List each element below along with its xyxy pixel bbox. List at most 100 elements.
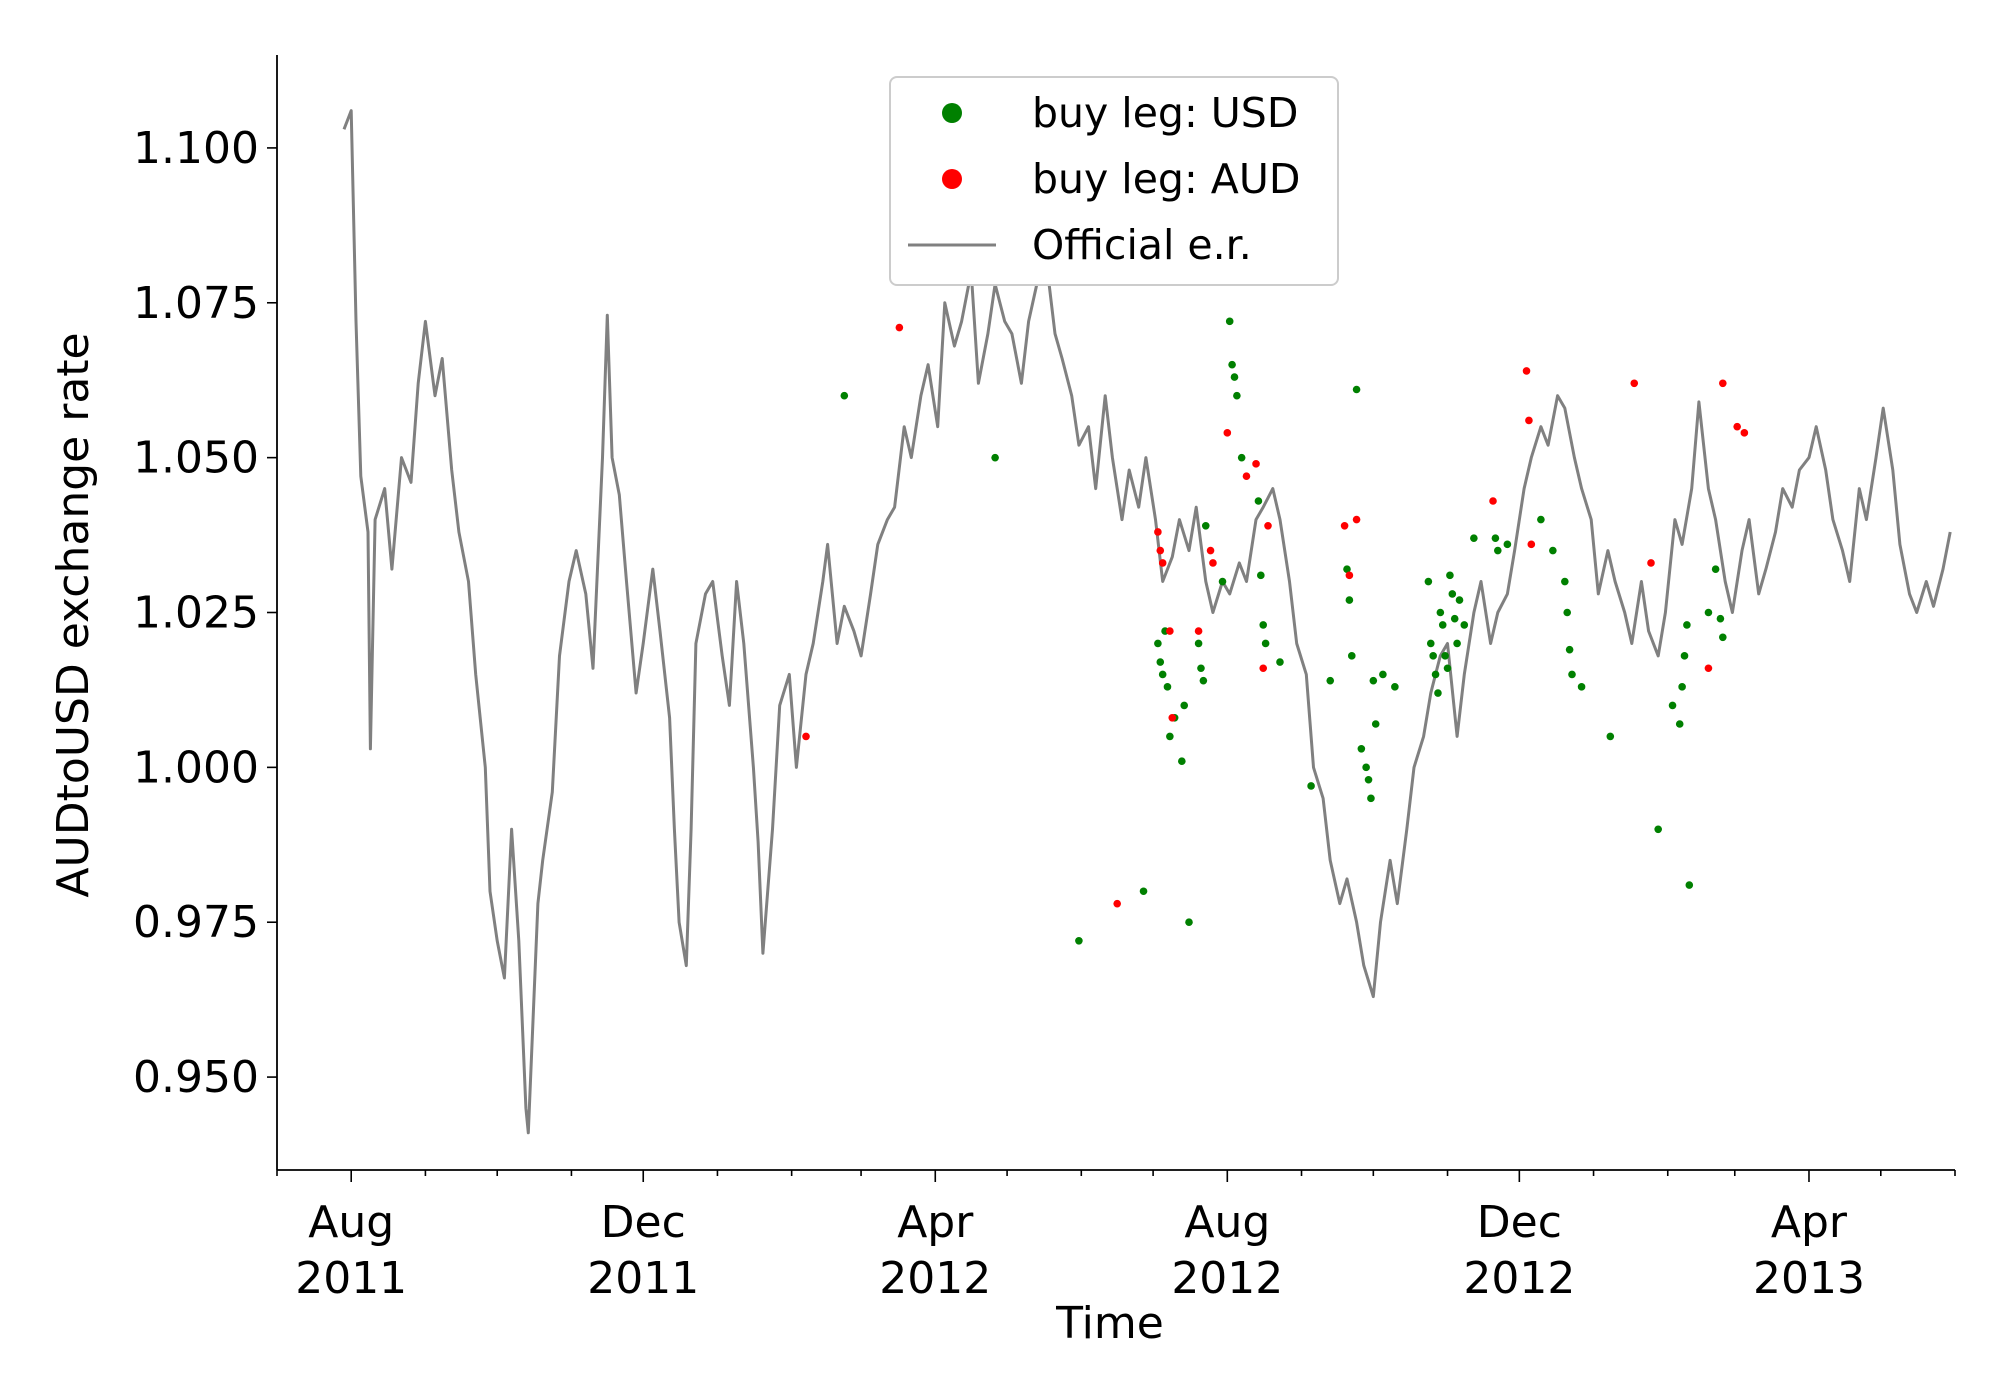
buy-usd-point [1568, 670, 1576, 679]
buy-usd-point [1163, 683, 1172, 691]
buy-aud-point [1740, 429, 1749, 437]
buy-usd-point [1364, 775, 1373, 784]
buy-usd-point [1233, 391, 1241, 400]
buy-usd-point [1675, 720, 1684, 728]
x-tick-label-month: Apr [1771, 1197, 1848, 1248]
buy-aud-point [1206, 546, 1215, 555]
buy-aud-point [1340, 521, 1349, 530]
buy-usd-point [1537, 515, 1545, 524]
buy-usd-point [1424, 577, 1433, 586]
buy-usd-point [1230, 373, 1239, 381]
buy-usd-point [1446, 571, 1454, 580]
x-tick-label-year: 2013 [1753, 1253, 1865, 1304]
buy-aud-point [1719, 379, 1727, 388]
buy-usd-point [991, 453, 999, 462]
buy-usd-point [1259, 621, 1268, 629]
x-tick-label-month: Aug [1184, 1197, 1270, 1248]
official-rate-line [342, 109, 1952, 1135]
y-axis: 0.950 0.975 1.000 1.025 1.050 1.075 1.100 [133, 55, 278, 1170]
buy-usd-point [1075, 937, 1083, 945]
buy-aud-point [1704, 664, 1713, 673]
buy-aud-point [1154, 528, 1162, 536]
buy-usd-point [1680, 652, 1689, 660]
buy-usd-point [1685, 881, 1694, 889]
buy-usd-point [1455, 596, 1464, 604]
y-tick-label: 0.975 [133, 897, 259, 948]
buy-aud-point [1223, 429, 1232, 437]
buy-usd-point [1453, 639, 1461, 648]
y-tick-label: 1.000 [133, 742, 259, 793]
x-tick-label-month: Dec [1477, 1197, 1562, 1248]
y-tick-label: 1.025 [133, 588, 259, 639]
legend-entry-aud-marker [942, 169, 962, 189]
buy-aud-point [1527, 540, 1536, 549]
buy-usd-point [1436, 608, 1445, 617]
buy-usd-point [1678, 683, 1686, 691]
buy-usd-point [1491, 534, 1500, 542]
buy-usd-point [1276, 658, 1284, 666]
x-tick-label-year: 2012 [1463, 1253, 1575, 1304]
buy-usd-point [1343, 565, 1351, 573]
buy-usd-point [1549, 546, 1557, 555]
buy-usd-point [1371, 720, 1380, 728]
x-tick-label-month: Dec [601, 1197, 686, 1248]
buy-usd-point [1257, 571, 1265, 580]
legend-entry-usd-label: buy leg: USD [1032, 89, 1298, 137]
buy-aud-point [1168, 714, 1177, 722]
buy-usd-point [1139, 887, 1148, 896]
buy-usd-point [1426, 639, 1435, 648]
buy-usd-point [1470, 534, 1478, 542]
buy-usd-point [1199, 676, 1208, 685]
buy-aud-point [802, 732, 810, 741]
buy-aud-point [1522, 367, 1531, 375]
buy-usd-point [1158, 670, 1167, 679]
legend-frame [889, 76, 1339, 286]
buy-usd-point [1443, 664, 1452, 673]
buy-usd-point [1369, 676, 1378, 685]
x-tick-label-year: 2011 [587, 1253, 699, 1304]
y-tick-label: 1.100 [133, 123, 259, 174]
buy-usd-point [1379, 670, 1387, 679]
buy-usd-point [1606, 732, 1615, 741]
buy-usd-point [1345, 596, 1354, 604]
buy-usd-point [1429, 652, 1437, 660]
legend-entry-usd-marker [942, 103, 962, 123]
buy-usd-point [1577, 683, 1586, 691]
y-tick-label: 1.075 [133, 278, 259, 329]
legend: buy leg: USD buy leg: AUD Official e.r. [889, 76, 1339, 286]
buy-aud-point [1259, 664, 1268, 673]
x-tick-label-year: 2012 [1171, 1253, 1283, 1304]
legend-entry-official-label: Official e.r. [1032, 221, 1252, 269]
buy-usd-point [1307, 782, 1315, 790]
buy-aud-point [895, 323, 904, 332]
buy-usd-point [1197, 664, 1205, 673]
plot-area [342, 109, 1952, 1135]
buy-usd-point [1565, 645, 1574, 654]
buy-usd-point [1561, 577, 1569, 586]
buy-usd-point [1166, 732, 1174, 741]
buy-usd-point [1367, 794, 1375, 803]
buy-usd-point [1438, 621, 1447, 629]
buy-aud-point [1158, 559, 1167, 567]
buy-aud-point [1194, 627, 1203, 635]
buy-usd-point [1683, 621, 1691, 629]
buy-aud-point [1345, 571, 1354, 580]
y-tick-label: 0.950 [133, 1052, 259, 1103]
buy-aud-point [1733, 422, 1741, 431]
buy-usd-point [1178, 757, 1186, 765]
buy-usd-point [1431, 670, 1440, 679]
x-tick-label-year: 2011 [295, 1253, 407, 1304]
buy-usd-point [1218, 577, 1227, 586]
x-tick-label-year: 2012 [879, 1253, 991, 1304]
buy-aud-point [1630, 379, 1639, 388]
buy-usd-point [1563, 608, 1572, 617]
buy-usd-point [1654, 825, 1662, 834]
y-tick-label: 1.050 [133, 433, 259, 484]
buy-usd-point [1154, 639, 1162, 648]
buy-aud-point [1252, 460, 1260, 468]
buy-usd-point [1434, 689, 1442, 697]
buy-usd-point [1448, 590, 1457, 598]
buy-usd-point [1237, 453, 1246, 462]
x-axis: Aug2011Dec2011Apr2012Aug2012Dec2012Apr20… [276, 1169, 1956, 1304]
